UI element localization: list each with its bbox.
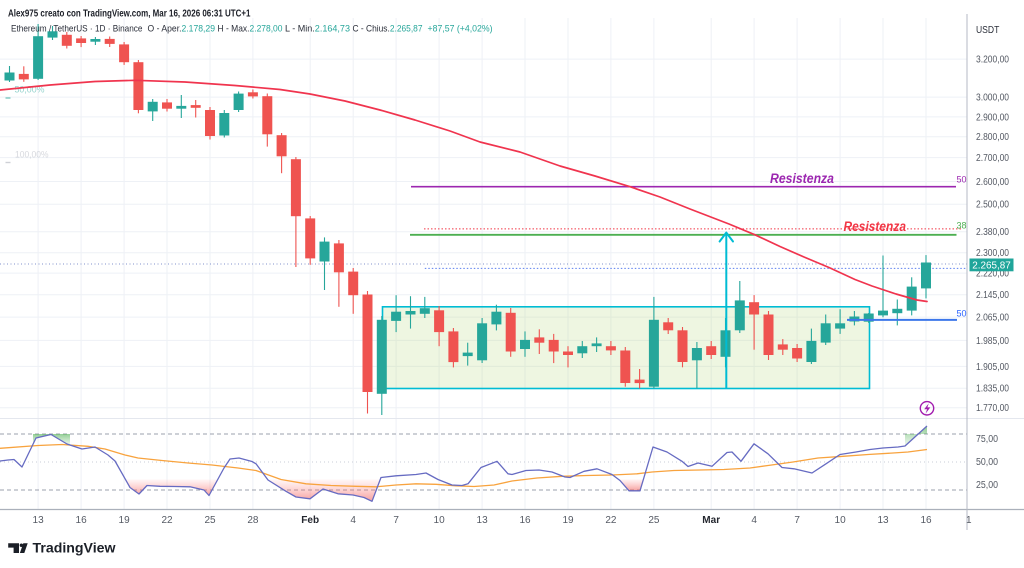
svg-text:Ethereum / TetherUS · 1D · Bin: Ethereum / TetherUS · 1D · Binance [11,24,143,35]
svg-text:H - Max.2.278,00: H - Max.2.278,00 [218,24,283,35]
svg-text:25,00: 25,00 [976,480,998,491]
svg-text:25: 25 [648,515,660,526]
svg-text:13: 13 [33,515,45,526]
svg-text:1: 1 [966,515,972,526]
svg-text:75,00: 75,00 [976,434,998,445]
svg-text:2.065,00: 2.065,00 [976,313,1009,324]
svg-text:Alex975 creato con TradingView: Alex975 creato con TradingView.com, Mar … [8,8,251,20]
svg-text:Resistenza: Resistenza [844,219,907,234]
svg-text:2.900,00: 2.900,00 [976,112,1009,123]
svg-text:Feb: Feb [301,515,319,526]
svg-text:Resistenza: Resistenza [770,171,834,186]
svg-text:2.265,87: 2.265,87 [972,260,1011,271]
svg-text:1.835,00: 1.835,00 [976,384,1009,395]
svg-text:7: 7 [393,515,399,526]
svg-text:2.145,00: 2.145,00 [976,290,1009,301]
svg-text:13: 13 [477,515,489,526]
svg-text:19: 19 [119,515,131,526]
svg-text:7: 7 [794,515,800,526]
svg-text:16: 16 [519,515,531,526]
svg-text:38,20%: 38,20% [957,221,988,231]
svg-text:22: 22 [161,515,173,526]
svg-text:22: 22 [605,515,617,526]
svg-text:50,00%: 50,00% [15,85,45,95]
svg-text:1.905,00: 1.905,00 [976,362,1009,373]
svg-text:1.770,00: 1.770,00 [976,403,1009,414]
svg-text:50,00%: 50,00% [957,175,988,185]
svg-text:L - Min.2.164,73: L - Min.2.164,73 [285,24,350,35]
svg-text:O - Aper.2.178,29: O - Aper.2.178,29 [148,24,216,35]
svg-text:16: 16 [920,515,932,526]
svg-text:3.200,00: 3.200,00 [976,55,1009,66]
svg-text:19: 19 [562,515,574,526]
svg-text:28: 28 [247,515,259,526]
svg-text:TradingView: TradingView [33,541,117,556]
svg-text:1.985,00: 1.985,00 [976,336,1009,347]
svg-text:10: 10 [434,515,446,526]
svg-text:2.300,00: 2.300,00 [976,248,1009,259]
svg-text:50,00: 50,00 [976,457,998,468]
svg-text:16: 16 [76,515,88,526]
svg-text:4: 4 [751,515,757,526]
svg-text:2.500,00: 2.500,00 [976,200,1009,211]
svg-text:13: 13 [877,515,889,526]
svg-text:+87,57 (+4,02%): +87,57 (+4,02%) [428,24,493,35]
svg-text:2.220,00: 2.220,00 [976,269,1009,280]
svg-text:25: 25 [204,515,216,526]
svg-text:2.700,00: 2.700,00 [976,153,1009,164]
svg-text:4: 4 [350,515,356,526]
svg-text:Mar: Mar [702,515,720,526]
svg-text:10: 10 [835,515,847,526]
svg-text:2.600,00: 2.600,00 [976,177,1009,188]
svg-text:C - Chius.2.265,87: C - Chius.2.265,87 [353,24,423,35]
svg-text:3.000,00: 3.000,00 [976,93,1009,104]
svg-text:50,00%: 50,00% [957,309,988,319]
svg-text:2.380,00: 2.380,00 [976,227,1009,238]
svg-text:USDT: USDT [976,25,999,36]
svg-text:100,00%: 100,00% [15,150,49,160]
svg-text:2.800,00: 2.800,00 [976,132,1009,143]
